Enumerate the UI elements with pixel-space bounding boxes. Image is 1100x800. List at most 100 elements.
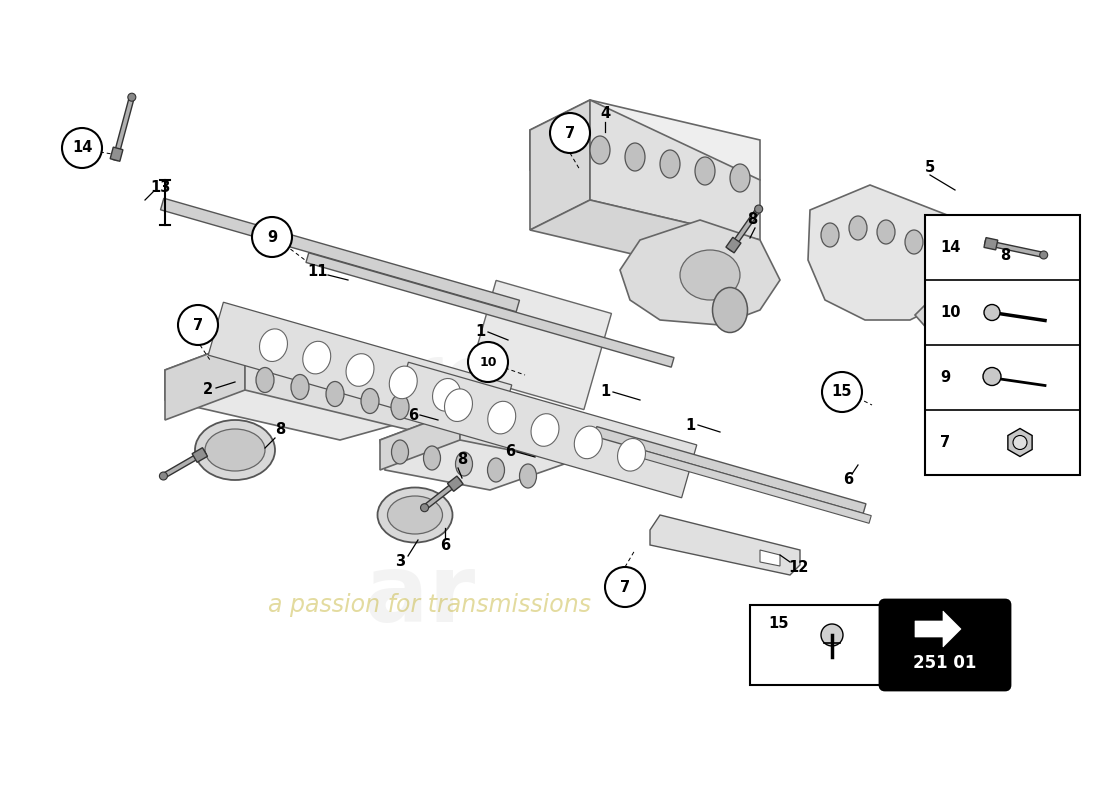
Polygon shape <box>469 280 612 410</box>
Polygon shape <box>165 340 245 420</box>
Circle shape <box>252 217 292 257</box>
Polygon shape <box>165 340 430 440</box>
Text: 8: 8 <box>747 213 757 227</box>
Polygon shape <box>112 97 134 161</box>
Text: 8: 8 <box>275 422 285 438</box>
Text: 10: 10 <box>940 305 960 320</box>
Text: 4: 4 <box>600 106 610 122</box>
Text: 7: 7 <box>192 318 204 333</box>
Ellipse shape <box>617 438 646 471</box>
Ellipse shape <box>256 367 274 393</box>
Ellipse shape <box>361 389 379 414</box>
Polygon shape <box>162 450 207 478</box>
Text: 12: 12 <box>788 561 808 575</box>
Polygon shape <box>925 215 1080 475</box>
Polygon shape <box>984 238 998 250</box>
Ellipse shape <box>487 402 516 434</box>
Circle shape <box>821 624 843 646</box>
Polygon shape <box>448 476 463 491</box>
Ellipse shape <box>432 378 461 411</box>
Circle shape <box>1013 435 1027 450</box>
Polygon shape <box>915 265 1000 335</box>
Text: 13: 13 <box>150 179 170 194</box>
Ellipse shape <box>730 164 750 192</box>
Text: europ

ar: europ ar <box>265 338 575 642</box>
Polygon shape <box>962 231 980 281</box>
Ellipse shape <box>455 452 473 476</box>
Polygon shape <box>110 147 123 162</box>
Text: 3: 3 <box>395 554 405 570</box>
Ellipse shape <box>292 374 309 399</box>
Text: 251 01: 251 01 <box>913 654 977 672</box>
Polygon shape <box>245 340 430 435</box>
Polygon shape <box>530 100 760 210</box>
Text: 6: 6 <box>843 473 854 487</box>
Ellipse shape <box>531 414 559 446</box>
Circle shape <box>178 305 218 345</box>
Ellipse shape <box>695 157 715 185</box>
Text: 5: 5 <box>925 159 935 174</box>
Polygon shape <box>750 605 880 685</box>
Text: 6: 6 <box>408 407 418 422</box>
Ellipse shape <box>392 440 408 464</box>
Circle shape <box>983 367 1001 386</box>
Polygon shape <box>379 410 570 490</box>
Polygon shape <box>208 302 512 438</box>
Circle shape <box>984 305 1000 321</box>
Text: 8: 8 <box>456 453 468 467</box>
Circle shape <box>62 128 102 168</box>
Ellipse shape <box>821 223 839 247</box>
Text: 7: 7 <box>940 435 950 450</box>
Text: 9: 9 <box>267 230 277 245</box>
Ellipse shape <box>625 143 645 171</box>
Ellipse shape <box>205 429 265 471</box>
Polygon shape <box>808 185 980 320</box>
Ellipse shape <box>519 464 537 488</box>
Polygon shape <box>379 410 460 470</box>
Circle shape <box>822 372 862 412</box>
Ellipse shape <box>389 366 417 398</box>
Text: 14: 14 <box>72 141 92 155</box>
Ellipse shape <box>680 250 740 300</box>
Polygon shape <box>960 267 972 282</box>
Polygon shape <box>424 478 462 510</box>
Circle shape <box>128 94 135 102</box>
Text: 7: 7 <box>620 579 630 594</box>
Circle shape <box>755 205 762 213</box>
Text: 8: 8 <box>1000 247 1010 262</box>
Ellipse shape <box>933 243 952 267</box>
Ellipse shape <box>444 389 473 422</box>
Text: 10: 10 <box>480 355 497 369</box>
Text: 15: 15 <box>768 615 789 630</box>
Ellipse shape <box>660 150 680 178</box>
Ellipse shape <box>487 458 505 482</box>
Text: 6: 6 <box>440 538 450 553</box>
Text: 2: 2 <box>202 382 213 398</box>
Polygon shape <box>760 550 780 566</box>
Polygon shape <box>728 208 761 251</box>
FancyBboxPatch shape <box>880 600 1010 690</box>
Text: 7: 7 <box>565 126 575 141</box>
Polygon shape <box>530 200 760 270</box>
Ellipse shape <box>377 487 452 542</box>
Polygon shape <box>620 220 780 325</box>
Polygon shape <box>650 515 800 575</box>
Polygon shape <box>530 100 590 230</box>
Text: 9: 9 <box>940 370 950 385</box>
Circle shape <box>550 113 590 153</box>
Circle shape <box>605 567 645 607</box>
Polygon shape <box>161 198 519 312</box>
Text: 15: 15 <box>832 385 852 399</box>
Text: 14: 14 <box>940 240 960 255</box>
Ellipse shape <box>590 136 610 164</box>
Polygon shape <box>393 362 696 498</box>
Polygon shape <box>590 100 760 240</box>
Circle shape <box>420 504 429 512</box>
Ellipse shape <box>574 426 602 458</box>
Ellipse shape <box>326 382 344 406</box>
Text: 1: 1 <box>475 325 485 339</box>
Polygon shape <box>1008 429 1032 457</box>
Ellipse shape <box>905 230 923 254</box>
Polygon shape <box>915 611 961 647</box>
Polygon shape <box>306 253 674 367</box>
